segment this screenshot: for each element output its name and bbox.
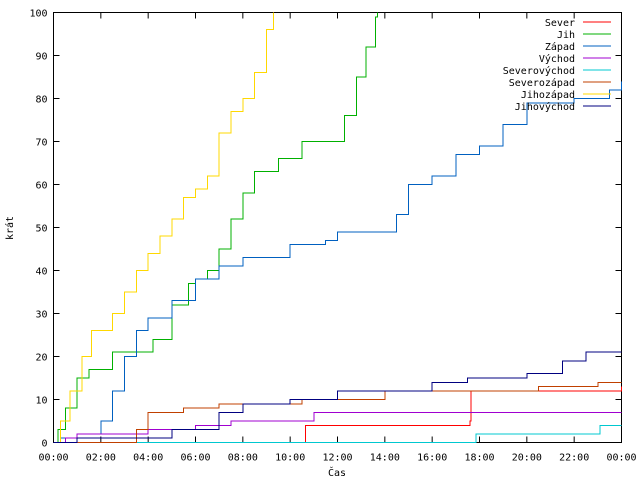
y-tick-label: 0	[41, 439, 47, 450]
legend-label: Jihovýchod	[515, 101, 575, 113]
x-tick-label: 18:00	[464, 453, 494, 464]
series-line-5	[53, 424, 622, 443]
series-lines	[53, 12, 622, 443]
x-tick-label: 14:00	[370, 453, 400, 464]
x-tick-label: 00:00	[38, 453, 68, 464]
series-line-2	[53, 12, 379, 443]
x-tick-label: 08:00	[228, 453, 258, 464]
y-axis: 0 10 20 30 40 50 60 70 80 90 100	[29, 9, 622, 450]
x-tick-label: 22:00	[559, 453, 589, 464]
y-tick-label: 100	[29, 9, 47, 20]
x-axis-label: Čas	[328, 466, 346, 479]
x-tick-label: 16:00	[417, 453, 447, 464]
x-tick-label: 04:00	[133, 453, 163, 464]
y-tick-label: 90	[35, 52, 47, 63]
y-axis-label: krát	[4, 216, 16, 240]
legend-label: Západ	[545, 41, 575, 53]
plot-frame	[53, 12, 622, 443]
y-tick-label: 20	[35, 353, 47, 364]
x-tick-label: 12:00	[322, 453, 352, 464]
legend-label: Severovýchod	[503, 65, 575, 77]
y-tick-label: 50	[35, 224, 47, 235]
x-tick-label: 06:00	[180, 453, 210, 464]
legend-label: Sever	[545, 18, 575, 29]
x-axis: 00:00 02:00 04:00 06:00 08:00 10:00 12:00 14:00…	[38, 12, 637, 464]
legend-label: Jih	[557, 30, 575, 41]
series-line-7	[53, 12, 275, 443]
legend: SeverJihZápadVýchodSeverovýchodSeverozáp…	[503, 18, 611, 113]
y-tick-label: 40	[35, 267, 47, 278]
x-tick-label: 10:00	[275, 453, 305, 464]
y-tick-label: 70	[35, 138, 47, 149]
x-tick-label: 02:00	[86, 453, 116, 464]
legend-label: Východ	[539, 53, 575, 65]
series-line-3	[53, 81, 622, 443]
legend-label: Severozápad	[509, 77, 575, 89]
legend-label: Jihozápad	[521, 89, 575, 101]
y-tick-label: 30	[35, 310, 47, 321]
series-line-6	[53, 381, 622, 443]
y-tick-label: 80	[35, 95, 47, 106]
x-tick-label: 20:00	[512, 453, 542, 464]
y-tick-label: 60	[35, 181, 47, 192]
x-tick-label: 00:00	[606, 453, 636, 464]
y-tick-label: 10	[35, 396, 47, 407]
series-line-8	[53, 351, 622, 443]
